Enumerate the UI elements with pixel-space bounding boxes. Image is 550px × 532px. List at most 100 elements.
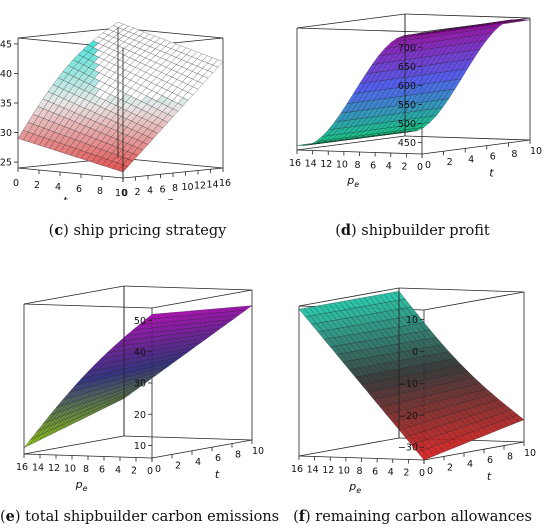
surface-patch xyxy=(417,450,430,461)
t-tick-label: 6 xyxy=(490,152,496,163)
pe-axis-d: 16 14 12 10 8 6 4 2 0 xyxy=(289,150,423,173)
pe-tick-label: 16 xyxy=(219,178,231,189)
t-tick-label: 10 xyxy=(524,448,536,459)
box-edge xyxy=(17,167,124,179)
t-axis-label: t xyxy=(215,468,220,481)
z-tick-label: 40 xyxy=(134,347,146,358)
caption-e-close: ) xyxy=(14,509,21,525)
box-edge xyxy=(123,285,253,291)
pe-axis-label: pe xyxy=(346,174,359,189)
t-tick-label: 6 xyxy=(76,184,82,195)
caption-d-letter: d xyxy=(340,222,352,239)
pe-tick-label: 14 xyxy=(206,179,218,190)
pe-tick-label: 2 xyxy=(134,187,140,198)
z-tick-label: 45 xyxy=(0,39,12,50)
z-tick-label: 35 xyxy=(0,99,12,110)
panel-c: 253035404502468100246810121416tpe (c) sh… xyxy=(0,0,275,266)
pe-tick-label: 4 xyxy=(388,467,394,478)
box-edge xyxy=(404,13,531,19)
t-tick-label: 8 xyxy=(97,186,103,197)
pe-tick-label: 14 xyxy=(305,159,317,170)
t-axis-d: 0 2 4 6 8 10 xyxy=(421,140,542,171)
pe-tick-label: 14 xyxy=(307,465,319,476)
t-axis-label: t xyxy=(489,166,494,179)
pe-axis-c: 0 2 4 6 8 10 12 14 16 xyxy=(122,168,231,199)
t-tick-label: 8 xyxy=(235,450,241,461)
pe-tick-label: 8 xyxy=(172,183,178,194)
t-axis-label: t xyxy=(487,470,492,483)
z-tick-label: 450 xyxy=(398,138,416,149)
box-edge xyxy=(23,285,125,305)
pe-tick-label: 16 xyxy=(291,464,303,475)
pe-tick-label: 12 xyxy=(322,465,334,476)
t-tick-label: 2 xyxy=(447,462,453,473)
pe-axis-subscript: e xyxy=(83,484,88,493)
pe-tick-label: 6 xyxy=(159,184,165,195)
box-edge xyxy=(421,139,531,155)
caption-c-letter: c xyxy=(54,222,64,239)
t-tick-label: 0 xyxy=(13,178,19,189)
z-axis-f: −30 −20 −10 0 10 xyxy=(398,315,424,454)
pe-tick-label: 12 xyxy=(320,159,332,170)
surface-d xyxy=(296,19,531,146)
pe-axis-f: 16 14 12 10 8 6 4 2 0 xyxy=(291,456,425,479)
box-edge xyxy=(151,439,253,459)
z-tick-label: 30 xyxy=(134,379,146,390)
pe-tick-label: 2 xyxy=(401,162,407,173)
t-tick-label: 6 xyxy=(215,453,221,464)
z-tick-label: 500 xyxy=(398,119,416,130)
box-edge xyxy=(423,291,525,311)
pe-axis-subscript: e xyxy=(356,486,361,495)
box-edge xyxy=(398,287,525,293)
caption-f-close: ) xyxy=(305,509,311,525)
t-tick-label: 6 xyxy=(487,455,493,466)
surface-e xyxy=(23,305,253,448)
t-tick-label: 2 xyxy=(175,460,181,471)
z-axis-e: 10 20 30 40 50 xyxy=(134,316,152,452)
caption-c: (c) ship pricing strategy xyxy=(0,222,275,239)
caption-d-text: shipbuilder profit xyxy=(356,223,490,239)
box-edge xyxy=(404,135,531,141)
box-edge xyxy=(23,303,153,309)
t-tick-label: 4 xyxy=(468,154,474,165)
caption-f: (f) remaining carbon allowances xyxy=(275,508,550,525)
pe-axis-subscript: e xyxy=(354,180,359,189)
pe-tick-label: 10 xyxy=(181,182,193,193)
caption-f-letter: f xyxy=(298,508,306,525)
panel-f: −30 −20 −10 0 10 0 2 4 6 8 10 16 14 12 10 8 6 4 2 0 t pe (f) … xyxy=(275,266,550,532)
z-tick-label: 10 xyxy=(406,315,418,326)
z-axis-c: 25 30 35 40 45 xyxy=(0,39,18,169)
caption-f-open: ( xyxy=(293,509,299,525)
pe-tick-label: 16 xyxy=(289,158,301,169)
caption-d-close: ) xyxy=(351,223,357,239)
caption-c-text: ship pricing strategy xyxy=(68,223,227,239)
box-edge xyxy=(423,441,525,461)
surface-patch xyxy=(296,144,309,146)
z-tick-label: −30 xyxy=(398,443,418,454)
caption-c-close: ) xyxy=(63,223,69,239)
t-tick-label: 2 xyxy=(447,157,453,168)
pe-tick-label: 4 xyxy=(386,161,392,172)
surface-f xyxy=(298,291,525,461)
pe-tick-label: 0 xyxy=(417,162,423,173)
pe-axis-label: pe xyxy=(75,478,88,493)
pe-tick-label: 6 xyxy=(372,467,378,478)
surface-c xyxy=(17,21,224,173)
pe-tick-label: 4 xyxy=(115,465,121,476)
t-tick-label: 8 xyxy=(507,452,513,463)
caption-e-text: total shipbuilder carbon emissions xyxy=(20,509,280,525)
t-tick-label: 2 xyxy=(34,180,40,191)
box-edge xyxy=(296,13,406,29)
pe-tick-label: 16 xyxy=(16,462,28,473)
box-edge xyxy=(17,27,119,39)
t-tick-label: 4 xyxy=(55,182,61,193)
caption-e: (e) total shipbuilder carbon emissions xyxy=(0,508,279,525)
z-tick-label: 50 xyxy=(134,316,146,327)
t-tick-label: 10 xyxy=(252,446,264,457)
pe-tick-label: 0 xyxy=(147,466,153,477)
t-tick-label: 0 xyxy=(155,464,161,475)
pe-axis-label: pe xyxy=(166,195,179,200)
